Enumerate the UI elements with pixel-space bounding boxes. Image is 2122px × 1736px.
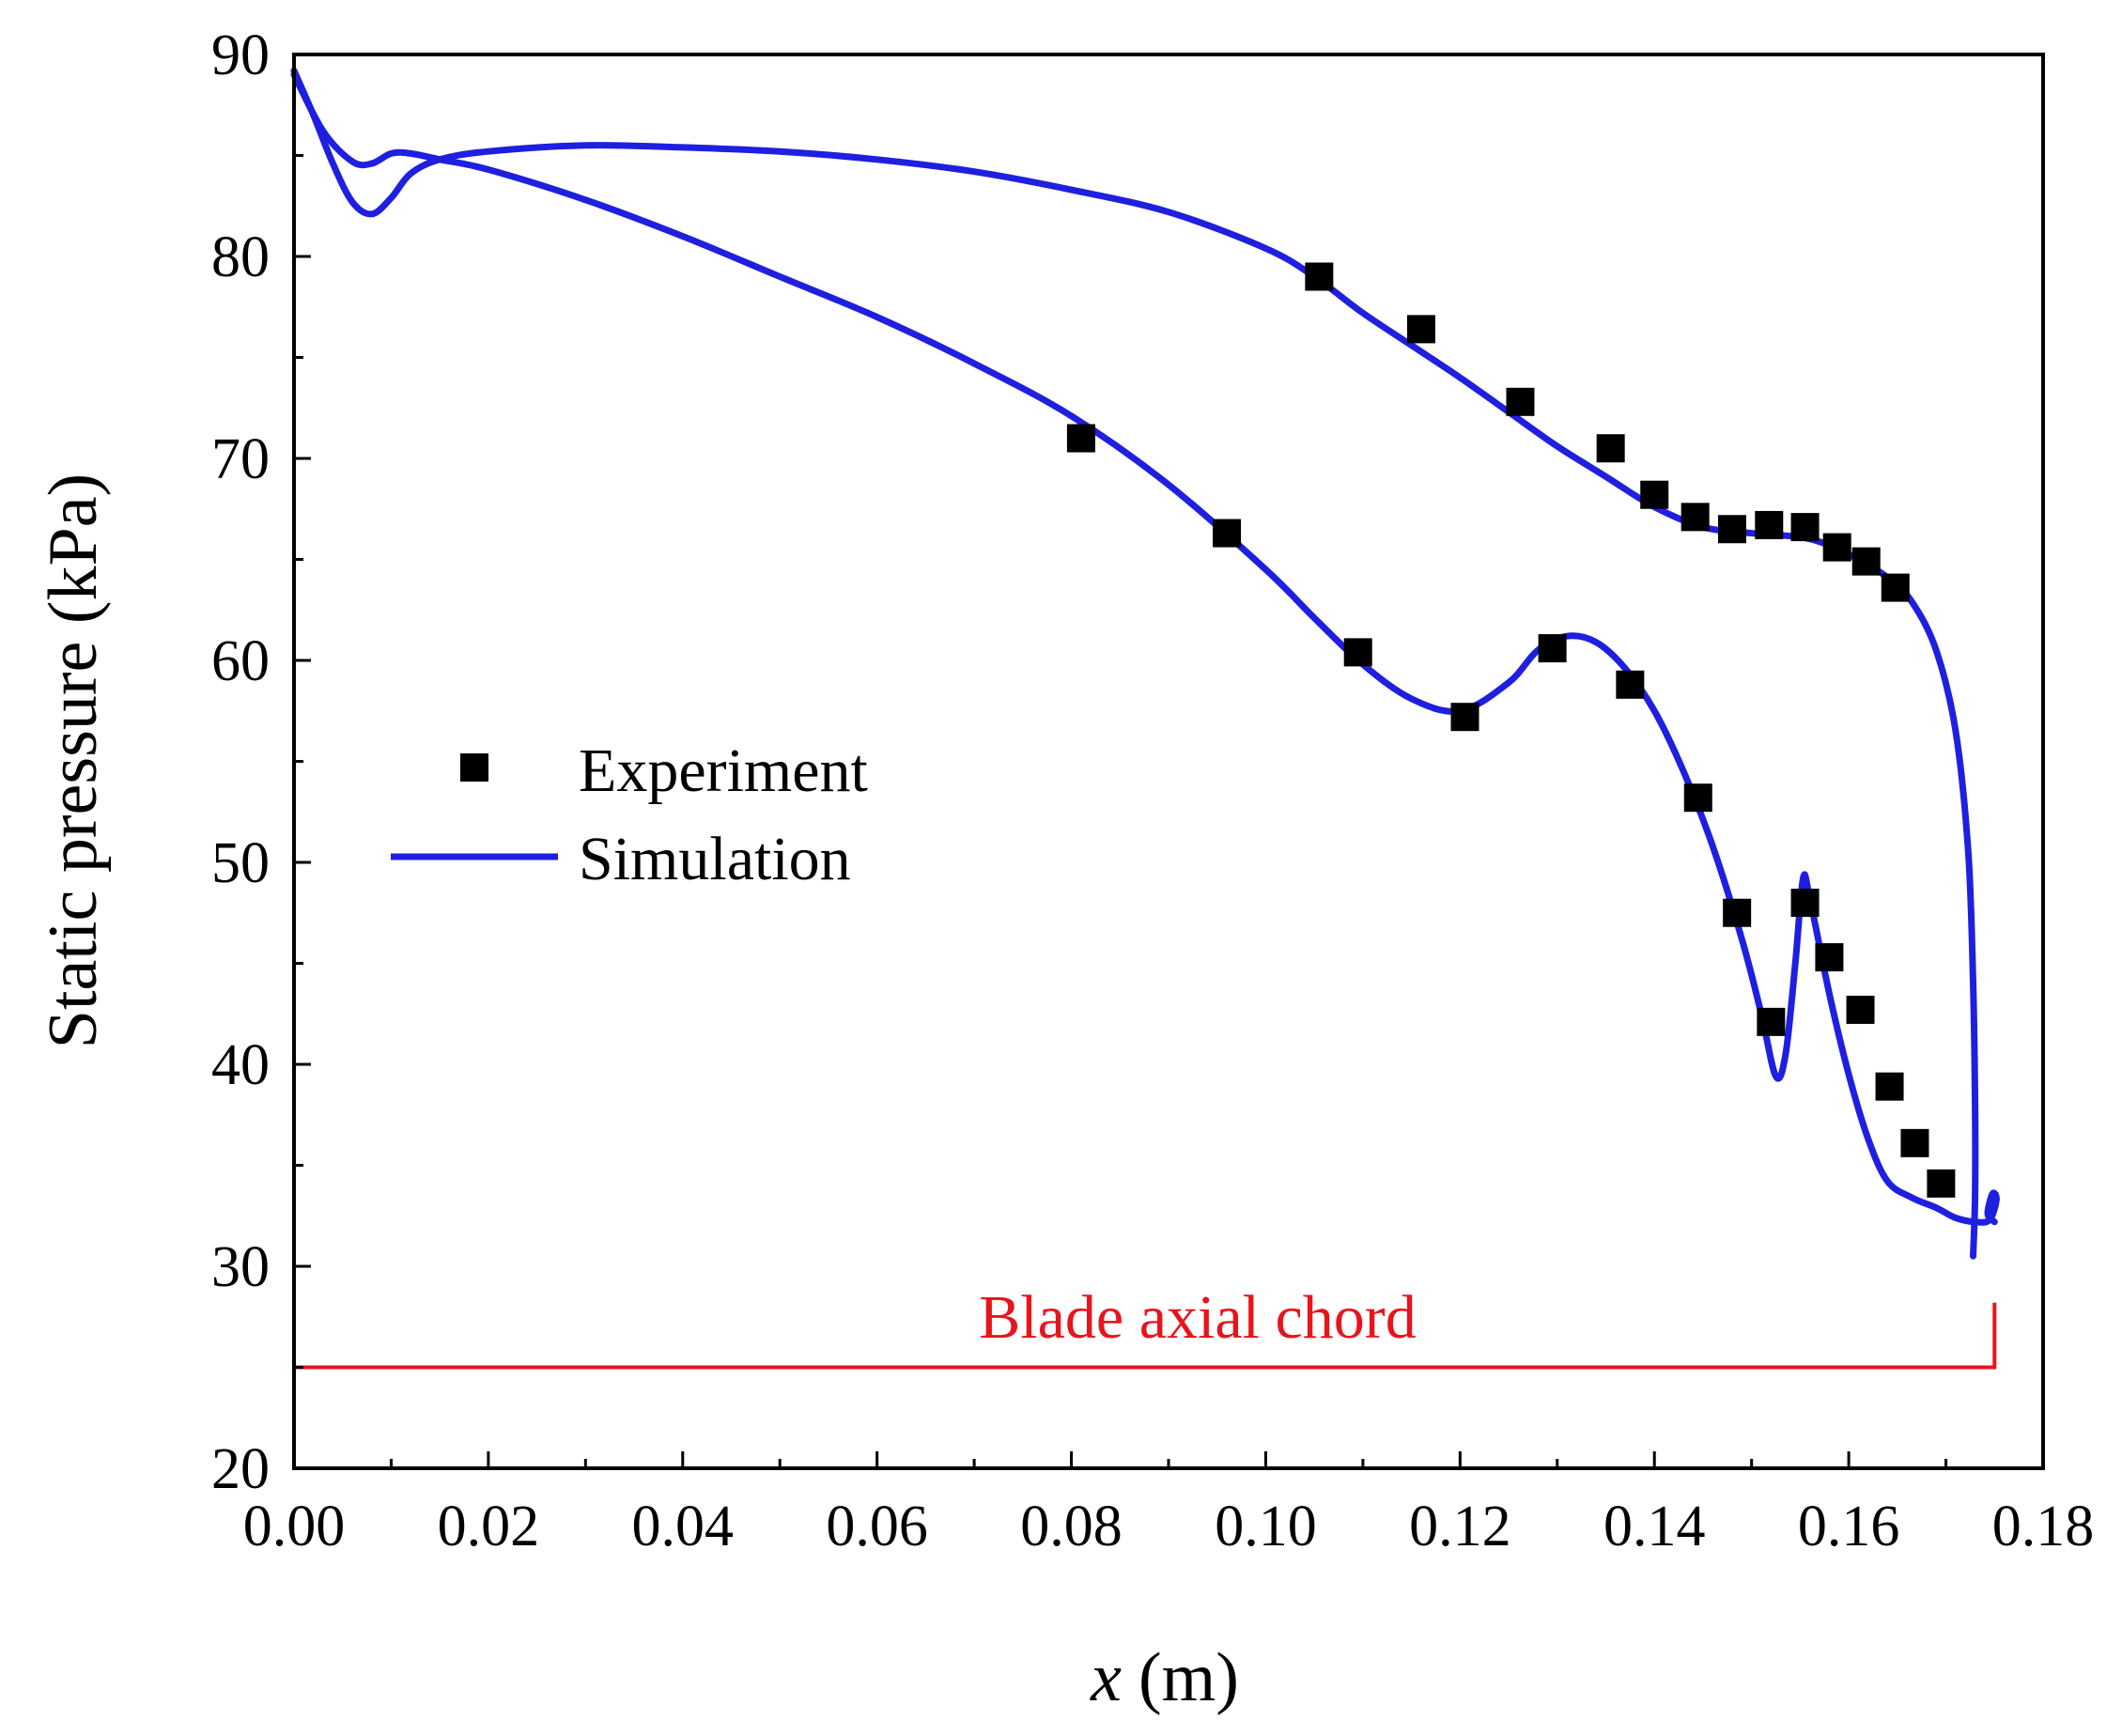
y-tick-labels: 20 30 40 50 60 70 80 90: [211, 23, 270, 1501]
experiment-point: [1683, 783, 1712, 813]
experiment-point: [1640, 480, 1669, 509]
experiment-point: [1790, 513, 1820, 542]
y-tick-label: 90: [211, 23, 270, 87]
x-tick-label: 0.14: [1603, 1495, 1706, 1558]
y-axis-title: Static pressure (kPa): [35, 473, 112, 1048]
x-axis-title: x (m): [1090, 1639, 1239, 1716]
y-tick-label: 50: [211, 831, 270, 895]
experiment-point: [1846, 995, 1875, 1024]
experiment-point: [1927, 1169, 1956, 1198]
experiment-point: [1681, 503, 1710, 532]
x-tick-label: 0.06: [826, 1495, 928, 1558]
experiment-point: [1815, 943, 1844, 972]
experiment-point: [1406, 315, 1435, 344]
y-tick-label: 30: [211, 1235, 270, 1299]
x-axis-variable: x: [1090, 1639, 1122, 1716]
x-tick-label: 0.18: [1992, 1495, 2095, 1558]
x-tick-label: 0.12: [1409, 1495, 1511, 1558]
experiment-point: [1875, 1072, 1904, 1101]
x-axis-unit: (m): [1138, 1639, 1239, 1716]
x-tick-label: 0.02: [438, 1495, 540, 1558]
y-tick-label: 20: [211, 1437, 270, 1501]
y-tick-label: 80: [211, 225, 270, 289]
experiment-point: [1066, 424, 1095, 453]
experiment-point: [1213, 519, 1242, 548]
annotation-layer: Blade axial chord: [292, 1283, 1997, 1370]
blade-axial-chord-label: Blade axial chord: [979, 1283, 1416, 1352]
experiment-point: [1900, 1128, 1929, 1157]
experiment-point: [1755, 510, 1784, 539]
experiment-point: [1717, 515, 1746, 544]
simulation-lines: [290, 67, 2000, 1260]
x-tick-label: 0.10: [1215, 1495, 1317, 1558]
simulation-line-pressure-side: [290, 71, 2000, 1226]
axis-ticks: [292, 53, 2045, 1470]
experiment-markers: [1066, 262, 1956, 1198]
x-tick-label: 0.16: [1798, 1495, 1900, 1558]
experiment-point: [1790, 889, 1820, 917]
legend-experiment-marker: [460, 753, 488, 782]
experiment-point: [1757, 1007, 1786, 1036]
experiment-point: [1305, 262, 1334, 291]
experiment-point: [1881, 573, 1910, 602]
experiment-point: [1506, 387, 1535, 416]
experiment-point: [1822, 533, 1851, 562]
legend: Experiment Simulation: [391, 736, 868, 893]
experiment-point: [1723, 898, 1752, 927]
x-tick-label: 0.00: [243, 1495, 346, 1558]
legend-experiment-label: Experiment: [579, 736, 868, 805]
legend-simulation-label: Simulation: [579, 825, 851, 893]
experiment-point: [1596, 434, 1625, 463]
experiment-point: [1450, 703, 1479, 732]
y-tick-label: 60: [211, 629, 270, 693]
simulation-line-suction-side: [290, 67, 1979, 1260]
x-tick-labels: 0.00 0.02 0.04 0.06 0.08 0.10 0.12 0.14 0.16 0.18: [243, 1495, 2095, 1558]
y-tick-label: 70: [211, 427, 270, 491]
x-tick-label: 0.08: [1020, 1495, 1123, 1558]
experiment-point: [1538, 634, 1567, 663]
x-tick-label: 0.04: [632, 1495, 735, 1558]
experiment-point: [1851, 547, 1881, 576]
experiment-point: [1616, 670, 1645, 699]
y-tick-label: 40: [211, 1033, 270, 1097]
experiment-point: [1343, 638, 1372, 667]
